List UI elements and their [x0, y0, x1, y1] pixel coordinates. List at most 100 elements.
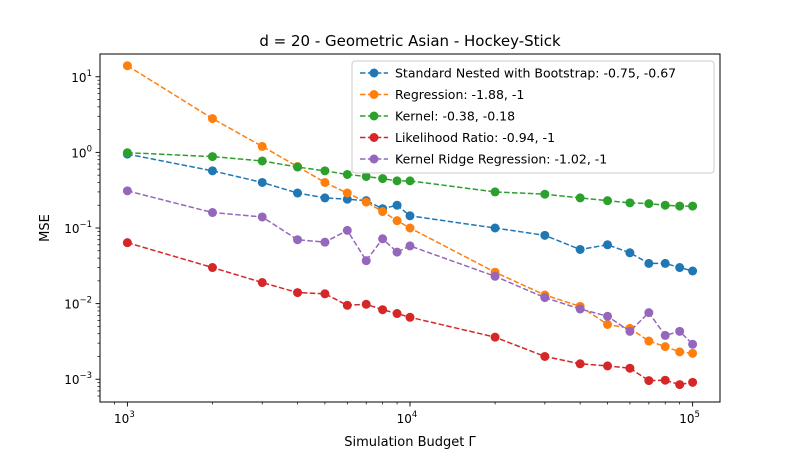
data-point [644, 336, 654, 346]
data-point [342, 169, 352, 179]
data-point [490, 332, 500, 342]
data-point [392, 247, 402, 257]
data-point [320, 237, 330, 247]
data-point [293, 188, 303, 198]
legend-label: Kernel: -0.38, -0.18 [395, 109, 515, 124]
data-point [361, 171, 371, 181]
data-point [257, 156, 267, 166]
legend-marker [369, 111, 379, 121]
data-point [378, 234, 388, 244]
legend-box [351, 60, 715, 174]
x-tick-label: 104 [397, 410, 418, 426]
x-tick-label: 103 [114, 410, 135, 426]
data-point [122, 186, 132, 196]
data-point [644, 258, 654, 268]
data-point [644, 376, 654, 386]
y-tick-label: 10−2 [64, 296, 92, 312]
data-point [405, 223, 415, 233]
data-point [392, 200, 402, 210]
data-point [603, 311, 613, 321]
data-point [625, 248, 635, 258]
data-point [392, 309, 402, 319]
data-point [575, 193, 585, 203]
data-point [207, 114, 217, 124]
x-axis-label: Simulation Budget Γ [344, 435, 476, 450]
data-point [122, 148, 132, 158]
series-group [122, 238, 698, 390]
data-point [257, 212, 267, 222]
y-tick-label: 101 [71, 69, 92, 85]
y-tick-label: 100 [71, 144, 92, 160]
data-point [688, 266, 698, 276]
legend-entry: Likelihood Ratio: -0.94, -1 [360, 130, 555, 145]
legend: Standard Nested with Bootstrap: -0.75, -… [351, 60, 715, 174]
legend-marker [369, 133, 379, 142]
data-point [688, 348, 698, 358]
legend-marker [369, 68, 379, 78]
series-group [122, 148, 698, 211]
data-point [540, 230, 550, 240]
data-point [342, 194, 352, 204]
data-point [540, 293, 550, 303]
data-point [603, 319, 613, 329]
data-point [675, 326, 685, 336]
legend-marker [369, 154, 379, 164]
data-point [320, 166, 330, 176]
data-point [405, 176, 415, 186]
data-point [320, 177, 330, 187]
data-point [122, 61, 132, 71]
data-point [320, 289, 330, 299]
data-point [688, 339, 698, 349]
plot-area [122, 61, 698, 390]
data-point [257, 278, 267, 288]
legend-label: Regression: -1.88, -1 [395, 87, 524, 102]
data-point [392, 176, 402, 186]
data-point [660, 330, 670, 340]
data-point [490, 223, 500, 233]
data-point [293, 235, 303, 245]
data-point [688, 201, 698, 211]
legend-label: Standard Nested with Bootstrap: -0.75, -… [395, 66, 676, 81]
data-point [361, 299, 371, 309]
legend-marker [369, 90, 379, 99]
y-axis-label: MSE [38, 214, 53, 242]
x-axis-ticks: 103 104 105 [114, 402, 700, 426]
data-point [603, 240, 613, 250]
data-point [392, 216, 402, 226]
data-point [293, 162, 303, 172]
data-point [405, 211, 415, 221]
data-point [342, 300, 352, 310]
legend-entry: Standard Nested with Bootstrap: -0.75, -… [360, 66, 676, 81]
data-point [405, 312, 415, 322]
data-point [660, 258, 670, 268]
data-point [575, 359, 585, 369]
data-point [603, 361, 613, 371]
data-point [122, 238, 132, 248]
data-point [207, 208, 217, 218]
data-point [644, 199, 654, 209]
data-point [257, 177, 267, 187]
data-point [625, 326, 635, 336]
data-point [660, 375, 670, 385]
data-point [675, 201, 685, 211]
data-point [603, 196, 613, 206]
data-point [207, 166, 217, 176]
data-point [378, 207, 388, 217]
data-point [575, 304, 585, 314]
data-point [688, 377, 698, 387]
y-axis-ticks: 10−3 10−2 10−1 100 101 [64, 69, 100, 397]
data-point [575, 244, 585, 254]
data-point [405, 241, 415, 251]
data-point [660, 342, 670, 352]
data-point [361, 197, 371, 207]
data-point [490, 271, 500, 281]
data-point [540, 189, 550, 199]
data-point [207, 152, 217, 162]
legend-label: Kernel Ridge Regression: -1.02, -1 [395, 152, 607, 167]
data-point [625, 198, 635, 208]
data-point [644, 308, 654, 318]
data-point [378, 174, 388, 184]
data-point [293, 288, 303, 298]
data-point [378, 305, 388, 315]
